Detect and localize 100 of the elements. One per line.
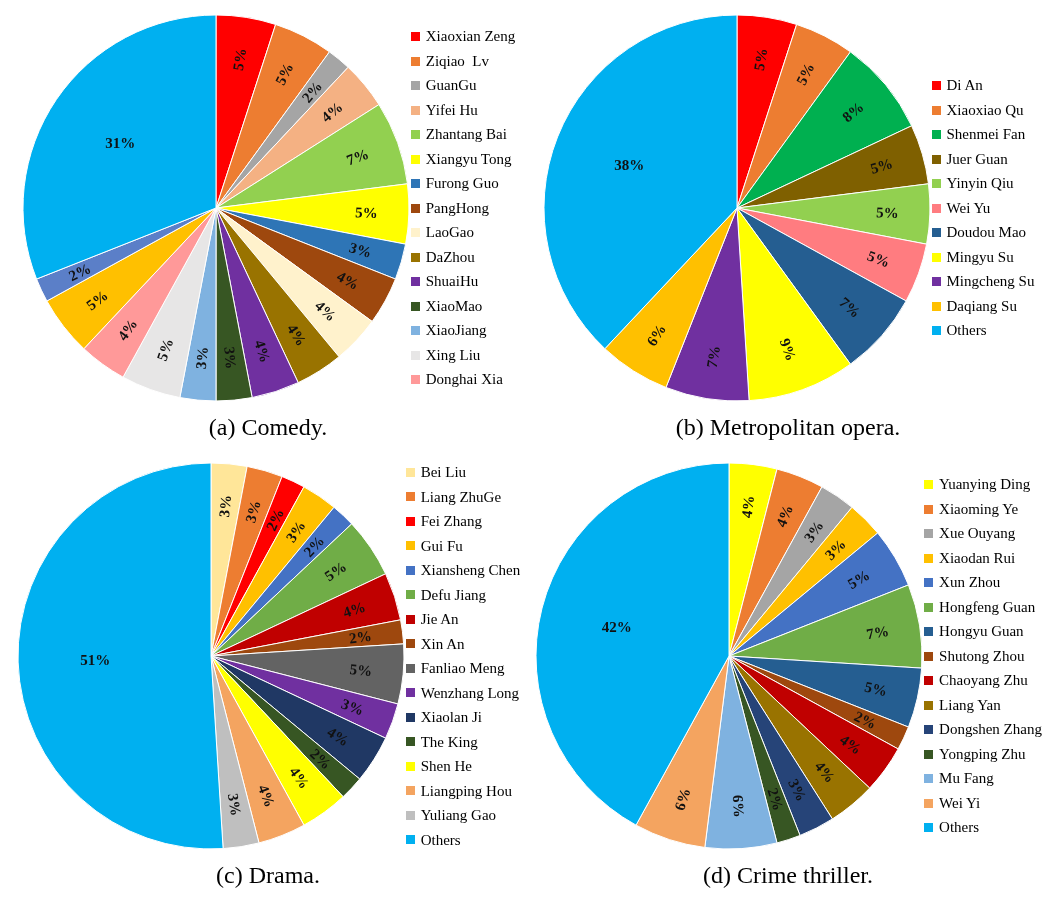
legend-label: Xin An: [420, 634, 465, 654]
data-label: 7%: [703, 344, 723, 370]
data-label: 3%: [347, 239, 374, 261]
legend-label: Shenmei Fan: [946, 125, 1026, 145]
legend-label: Yuliang Gao: [420, 806, 497, 825]
legend-label: Yongping Zhu: [939, 744, 1026, 764]
legend-label: Fanliao Meng: [420, 659, 505, 678]
data-label: 38%: [613, 157, 644, 174]
data-label: 31%: [104, 134, 135, 151]
legend-label: Jie An: [420, 610, 459, 629]
data-label: 3%: [215, 494, 234, 519]
data-label: 5%: [348, 661, 373, 680]
legend-label: DaZhou: [425, 247, 475, 267]
legend-label: Xiaoxiao Qu: [946, 100, 1024, 120]
legend-label: Daqiang Su: [946, 296, 1017, 316]
legend-label: Wenzhang Long: [420, 683, 520, 703]
legend-label: Xue Ouyang: [939, 524, 1016, 544]
legend-label: Ziqiao Lv: [425, 51, 490, 71]
data-label: 3%: [224, 792, 244, 818]
legend-label: Donghai Xia: [425, 370, 503, 390]
legend-label: Defu Jiang: [420, 585, 487, 605]
data-label: 3%: [785, 776, 810, 804]
data-label: 5%: [354, 204, 378, 222]
legend-label: Xiaoxian Zeng: [425, 27, 516, 47]
data-label: 4%: [738, 494, 758, 519]
data-label: 5%: [868, 155, 895, 177]
data-label: 4%: [333, 268, 362, 293]
data-label: 5%: [321, 558, 350, 585]
data-label: 7%: [835, 294, 864, 321]
legend-label: ShuaiHu: [425, 272, 479, 292]
data-label: 6%: [643, 321, 669, 349]
data-label: 5%: [844, 566, 873, 592]
legend-label: Mu Fang: [939, 769, 994, 789]
legend-label: Di An: [946, 76, 983, 96]
data-label: 4%: [251, 338, 274, 365]
legend-label: Xiangyu Tong: [425, 149, 512, 169]
legend-label: Juer Guan: [946, 149, 1008, 169]
data-label: 3%: [339, 695, 366, 719]
data-label: 4%: [254, 782, 278, 810]
data-label: 4%: [837, 731, 865, 758]
data-label: 5%: [750, 46, 770, 72]
legend-label: Yuanying Ding: [939, 475, 1031, 495]
legend-label: Gui Fu: [420, 536, 463, 556]
text: (a) Comedy.: [208, 414, 328, 441]
legend-label: Wei Yu: [946, 198, 991, 218]
legend-label: Xiansheng Chen: [420, 561, 521, 580]
data-label: 5%: [271, 60, 297, 88]
data-label: 4%: [340, 598, 368, 621]
data-label: 4%: [114, 315, 141, 344]
legend-label: Doudou Mao: [946, 223, 1027, 243]
data-label: 5%: [229, 46, 249, 72]
legend-label: Xiaodan Rui: [939, 548, 1016, 568]
data-label: 4%: [811, 758, 839, 786]
legend-label: Liang ZhuGe: [420, 487, 502, 507]
data-label: 7%: [344, 145, 371, 169]
legend-label: Fei Zhang: [420, 512, 482, 531]
data-label: 5%: [153, 336, 177, 363]
legend-label: Hongyu Guan: [939, 622, 1024, 642]
legend-label: Chaoyang Zhu: [939, 671, 1028, 691]
data-label: 3%: [220, 345, 239, 370]
data-label: 2%: [764, 786, 787, 813]
data-label: 4%: [772, 502, 797, 530]
legend-label: Hongfeng Guan: [939, 597, 1036, 617]
data-label: 2%: [851, 708, 879, 733]
data-label: 7%: [865, 622, 891, 643]
data-label: 6%: [729, 794, 748, 818]
legend-label: Others: [420, 830, 461, 850]
legend-label: Bei Liu: [420, 463, 467, 482]
text: (b) Metropolitan opera.: [675, 414, 901, 441]
data-label: 3%: [192, 345, 211, 370]
legend-label: Xiaoming Ye: [939, 499, 1019, 519]
legend-label: The King: [420, 732, 478, 752]
legend-label: Yinyin Qiu: [946, 174, 1014, 194]
data-label: 51%: [79, 651, 110, 668]
legend-label: Furong Guo: [425, 174, 499, 194]
legend-label: Others: [946, 321, 987, 341]
legend-label: Mingyu Su: [946, 247, 1014, 267]
legend-label: GuanGu: [425, 76, 477, 96]
data-label: 5%: [864, 247, 892, 271]
legend-label: Zhantang Bai: [425, 125, 507, 145]
data-label: 4%: [311, 297, 340, 325]
data-label: 9%: [776, 336, 799, 363]
legend-label: Liangping Hou: [420, 781, 512, 801]
data-label: 5%: [875, 204, 899, 222]
legend-label: Liang Yan: [939, 695, 1001, 715]
data-label: 5%: [82, 287, 111, 314]
legend-label: Others: [939, 818, 980, 838]
data-label: 3%: [241, 498, 264, 525]
legend-label: Xiaolan Ji: [420, 708, 482, 727]
legend-label: Dongshen Zhang: [939, 720, 1042, 740]
data-label: 2%: [65, 260, 94, 285]
legend-label: Xing Liu: [425, 345, 481, 365]
data-label: 42%: [601, 619, 632, 636]
legend-label: Shen He: [420, 757, 472, 776]
data-label: 5%: [863, 678, 889, 700]
data-label: 2%: [347, 627, 373, 647]
legend-label: Xun Zhou: [939, 573, 1001, 593]
data-label: 5%: [792, 60, 818, 88]
legend-label: Shutong Zhou: [939, 646, 1025, 666]
data-label: 4%: [283, 321, 310, 349]
